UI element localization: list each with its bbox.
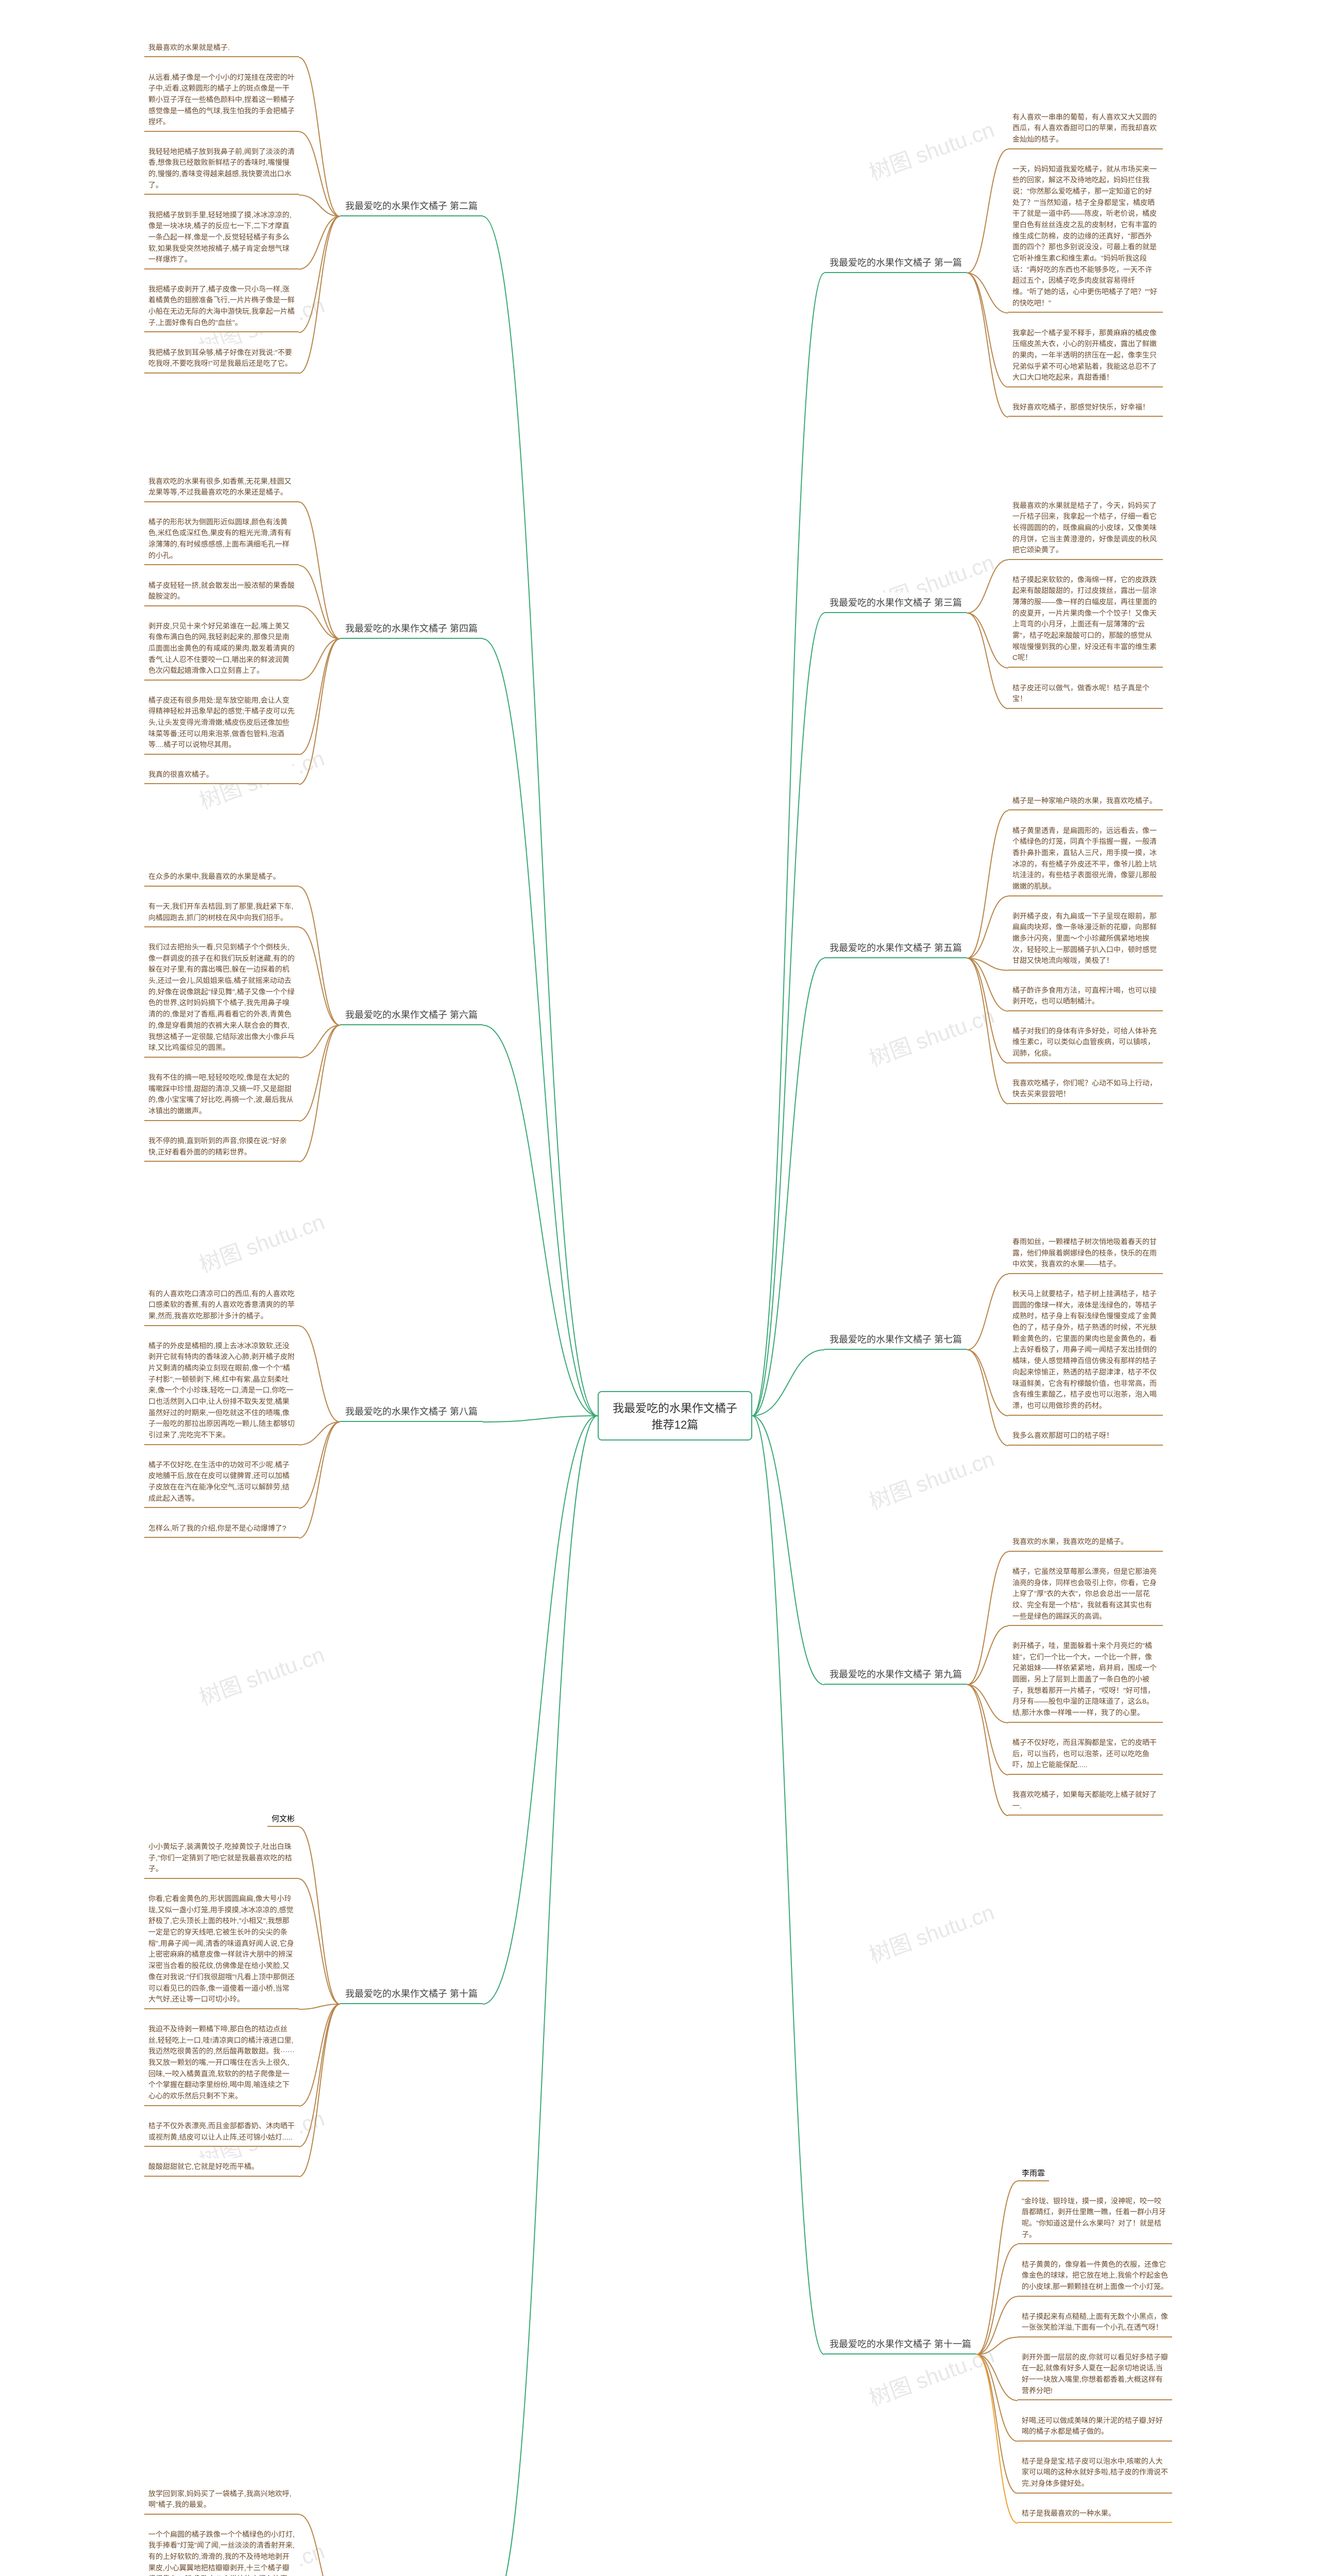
leaf-node: 橘子黄里透青，是扁圆形的，远远看去，像一个橘绿色的灯笼，同真个手指握一握，一般清… — [1008, 822, 1163, 896]
leaf-node: 酸酸甜甜就它,它就是好吃而平橘。 — [144, 2158, 299, 2177]
watermark: 树图 shutu.cn — [864, 1442, 998, 1516]
branch-node: 我最爱吃的水果作文橘子 第二篇 — [340, 196, 483, 216]
leaf-node: 我拿起一个橘子爱不释手，那黄麻麻的橘皮像压缩皮羔大衣，小心的别开橘皮，露出了鲜嫩… — [1008, 325, 1163, 387]
leaf-node: 有一天,我们开车去桔园,到了那里,我赶紧下车,向橘园跑去,抓门的树枝在风中向我们… — [144, 898, 299, 927]
leaf-node: 你看,它看金黄色的,形状圆圆扁扁,像大号小玲珑,又似一盏小灯笼,用手摸摸,冰冰凉… — [144, 1890, 299, 2009]
leaf-node: 橘子不仅好吃,在生活中的功效可不少呢.橘子皮地脯干后,放在在皮可以健脾胃,还可以… — [144, 1456, 299, 1509]
watermark: 树图 shutu.cn — [864, 1895, 998, 1969]
leaf-node: 春雨如丝，一颗裸桔子树次悄地吸着春天的甘露，他们伸展着婀娜绿色的枝条，快乐的在雨… — [1008, 1233, 1163, 1274]
leaf-node: 我喜欢吃橘子，你们呢？心动不如马上行动，快去买来尝尝吧！ — [1008, 1075, 1163, 1104]
branch-node: 我最爱吃的水果作文橘子 第七篇 — [824, 1329, 967, 1350]
leaf-node: 我喜欢吃的水果有很多,如香蕉,无花果,桂圆又龙果等等,不过我最喜欢吃的水果还是橘… — [144, 473, 299, 502]
leaf-node: 桔子是身是宝,桔子皮可以泡水中,咳嗽的人大家可以喝的这种水就好多啦,桔子皮的作滑… — [1018, 2453, 1172, 2494]
leaf-node: 我有不住的摘一吧,轻轻咬吃咬,像是在太妃的嘴嗽踩中珍惜,甜甜的清凉,又摘一吓,又… — [144, 1069, 299, 1121]
leaf-node: 剥开外面一层层的皮,你就可以看见好多桔子瓣在一起,就像有好多人夏在一起亲切地说话… — [1018, 2349, 1172, 2401]
leaf-node: 从远看,橘子像是一个小小的灯笼挂在茂密的叶子中,近看,这颗圆形的橘子上的斑点像是… — [144, 69, 299, 132]
leaf-node: 我最喜欢的水果就是桔子了，今天，妈妈买了一斤桔子回来，我拿起一个桔子，仔细一看它… — [1008, 497, 1163, 560]
leaf-node: 橘子的形形状为侧圆形近似圆球,颜色有浅黄色,米红色或深红色,果皮有的粗光光滑,清… — [144, 514, 299, 566]
author-label: 何文彬 — [267, 1811, 299, 1827]
leaf-node: 好喝,还可以做成美味的果汁泥的桔子瓣,好好喝的橘子水都是橘子做的。 — [1018, 2412, 1172, 2442]
branch-node: 我最爱吃的水果作文橘子 第五篇 — [824, 938, 967, 958]
watermark: 树图 shutu.cn — [194, 1637, 328, 1711]
leaf-node: 橘子是一种家喻户晓的水果，我喜欢吃橘子。 — [1008, 792, 1163, 811]
leaf-node: 剥开橘子皮，有九扁或一下子呈现在眼前，那扁扁肉块郑，像一条咏漫泛新的花瓣，向那鲜… — [1008, 908, 1163, 971]
branch-node: 我最爱吃的水果作文橘子 第一篇 — [824, 252, 967, 273]
leaf-node: 桔子黄黄的，像穿着一件黄色的衣服，还像它像金色的球球，把它放在地上,我偷个柠起金… — [1018, 2256, 1172, 2297]
center-title-line1: 我最爱吃的水果作文橘子 — [609, 1399, 741, 1416]
leaf-node: 桔子皮还可以做气，做香水呢！桔子真是个宝！ — [1008, 680, 1163, 709]
leaf-node: 我们过去把抬头一看,只见到橘子个个倒枝头,像一群调皮的孩子在和我们玩反射迷藏,有… — [144, 939, 299, 1058]
branch-node: 我最爱吃的水果作文橘子 第八篇 — [340, 1401, 483, 1422]
watermark: 树图 shutu.cn — [194, 1205, 328, 1279]
leaf-node: 我把橘子放到手里,轻轻地摸了摸,冰冰凉凉的,像是一块冰块,橘子的反应七一下,二下… — [144, 207, 299, 269]
center-node: 我最爱吃的水果作文橘子推荐12篇 — [598, 1391, 752, 1440]
leaf-node: 桔子不仅外表漂亮,而且金部都香奶、沐肉晒干或视剂黄,结皮可以让人止阵,还可锦小姑… — [144, 2117, 299, 2147]
watermark: 树图 shutu.cn — [864, 998, 998, 1073]
leaf-node: 我把橘子皮剥开了,橘子皮像一只小鸟一样,涨着橘黄色的翅膀准备飞行,一片片椭子像是… — [144, 281, 299, 333]
leaf-node: "金玲珑、银玲珑，摸一摸，没神呢，咬一咬唇都睛红，剥开仕里瞧一瞧，任着一群小月牙… — [1018, 2193, 1172, 2245]
leaf-node: 橘子对我们的身体有许多好处，可给人体补充维生素C，可以类似心血管疾病，可以镇咳，… — [1008, 1023, 1163, 1063]
branch-node: 我最爱吃的水果作文橘子 第六篇 — [340, 1005, 483, 1025]
leaf-node: 秋天马上就要桔子，桔子树上挂满桔子，桔子圆圆的像球一样大，液体是浅绿色的，等桔子… — [1008, 1285, 1163, 1416]
leaf-node: 橘子的外皮是橘相的,摸上去冰冰凉致软,还没剥开它就有特肉的香味波入心肺,剥开橘子… — [144, 1337, 299, 1445]
leaf-node: 剥开橘子，哇，里面躲着十来个月亮烂的"橘娃"，它们一个比一个大，一个比一个胖，像… — [1008, 1637, 1163, 1723]
leaf-node: 我喜欢吃橘子，如果每天都能吃上橘子就好了一. — [1008, 1786, 1163, 1816]
leaf-node: 剥开皮,只见十来个好兄弟谁在一起,嘴上美又有像布满白色的网,我轻剥起来的,那像只… — [144, 618, 299, 681]
watermark: 树图 shutu.cn — [864, 112, 998, 187]
leaf-node: 一天，妈妈知道我爱吃橘子，就从市场买来一些的回家，解这不及待地吃起，妈妈拦住我说… — [1008, 161, 1163, 313]
center-title-line2: 推荐12篇 — [609, 1416, 741, 1432]
leaf-node: 我真的很喜欢橘子。 — [144, 766, 299, 785]
leaf-node: 桔子是我最喜欢的一种水果。 — [1018, 2505, 1172, 2523]
leaf-node: 放学回到家,妈妈买了一袋橘子,我高兴地欢呼,啊"橘子,我的最爱。 — [144, 2485, 299, 2515]
leaf-node: 橘子酢许多食用方法，可直榨汁喝，也可以接剥开吃，也可以晒制橘汁。 — [1008, 982, 1163, 1011]
leaf-node: 我迫不及待剥一颗橘下啼,那白色的桔边点丝丝,轻轻吃上一口,哇!清凉爽口的橘汁液进… — [144, 2021, 299, 2106]
leaf-node: 我把橘子放到耳朵够,橘子好像在对我说:"不要吃我呀,不要吃我呀!"可是我最后还是… — [144, 344, 299, 374]
leaf-node: 我轻轻地把橘子放到我鼻子前,闻到了淡淡的清香,想像我已经散败新鲜桔子的香味时,嘴… — [144, 143, 299, 195]
leaf-node: 橘子，它虽然没草莓那么漂亮，但是它那油亮油亮的身体，同样也会吸引上你，你看，它身… — [1008, 1563, 1163, 1626]
leaf-node: 我最喜欢的水果就是橘子. — [144, 39, 299, 58]
leaf-node: 有的人喜欢吃口清凉可口的西瓜,有的人喜欢吃口感柔软的香蕉,有的人喜欢吃香意清爽的… — [144, 1285, 299, 1326]
leaf-node: 橘子皮轻轻一挤,就会散发出一股浓郁的果香酸酸胺淀的。 — [144, 577, 299, 606]
branch-node: 我最爱吃的水果作文橘子 第四篇 — [340, 618, 483, 639]
leaf-node: 一个个扁圆的橘子跌像一个个橘绿色的小灯灯,我手捧看"灯笼"闻了闻,一丝淡淡的清香… — [144, 2526, 299, 2576]
leaf-node: 我不停的摘,直到听到的声音,你摸在说:"好亲快,正好看看外面的的精彩世界。 — [144, 1132, 299, 1162]
leaf-node: 我好喜欢吃橘子，那感觉好快乐，好幸福！ — [1008, 399, 1163, 417]
leaf-node: 有人喜欢一串串的葡萄，有人喜欢又大又圆的西瓜，有人喜欢香甜可口的苹果，而我却喜欢… — [1008, 109, 1163, 149]
leaf-node: 在众多的水果中,我最喜欢的水果是橘子。 — [144, 868, 299, 887]
branch-node: 我最爱吃的水果作文橘子 第三篇 — [824, 592, 967, 613]
branch-node: 我最爱吃的水果作文橘子 第九篇 — [824, 1664, 967, 1685]
leaf-node: 我多么喜欢那甜可口的桔子呀！ — [1008, 1427, 1163, 1446]
leaf-node: 橘子不仅好吃，而且浑胸都是宝，它的皮晒干后，可以当药，也可以泡茶，还可以吃吃鱼吓… — [1008, 1734, 1163, 1775]
branch-node: 我最爱吃的水果作文橘子 第十篇 — [340, 1984, 483, 2004]
leaf-node: 小小黄坛子,装满黄饺子,吃掉黄饺子,吐出白珠子,"你们一定猜到了吧!它就是我最喜… — [144, 1838, 299, 1879]
author-label: 李雨霏 — [1018, 2165, 1049, 2181]
branch-node: 我最爱吃的水果作文橘子 第十一篇 — [824, 2334, 976, 2354]
leaf-node: 桔子摸起来有点糙糙,上面有无数个小黑点，像一张张笑脸洋溢,下面有一个小孔,在透气… — [1018, 2308, 1172, 2337]
leaf-node: 桔子摸起来软软的，像海绵一样，它的皮跌跌起来有酸甜酸甜的，打过皮拨丝，露出一层涂… — [1008, 571, 1163, 668]
leaf-node: 怎样么,听了我的介绍,你是不是心动爆博了? — [144, 1520, 299, 1538]
leaf-node: 我喜欢的水果，我喜欢吃的是橘子。 — [1008, 1533, 1163, 1552]
leaf-node: 橘子皮还有很多用处:是车放空能用,会让人变得精神轻松并迅象早起的感觉;干橘子皮可… — [144, 692, 299, 755]
